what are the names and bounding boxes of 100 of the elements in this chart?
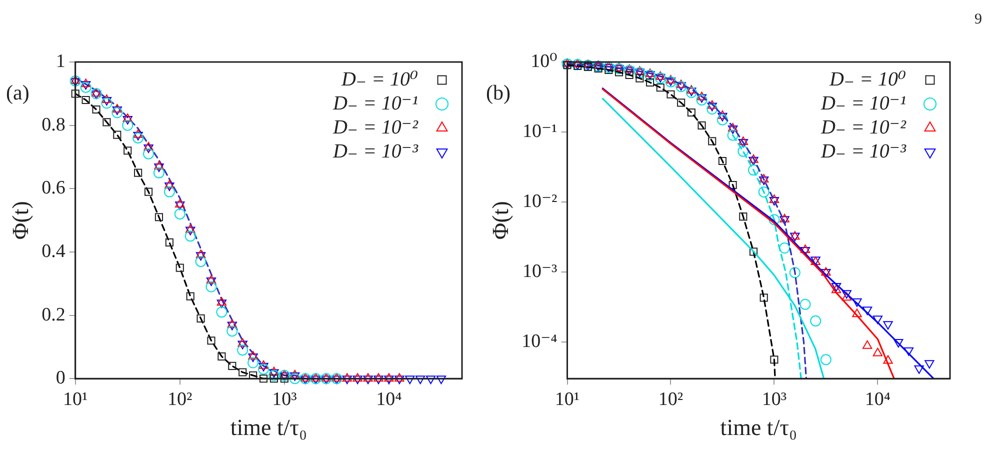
y-tick-label: 1 — [56, 50, 66, 72]
point — [924, 360, 934, 369]
point — [572, 58, 584, 70]
point — [175, 201, 185, 210]
point — [862, 306, 872, 316]
x-tick-label: 10⁴ — [864, 388, 891, 410]
point — [258, 364, 270, 375]
point — [91, 88, 102, 97]
point — [80, 82, 92, 93]
point — [310, 373, 322, 384]
point — [696, 94, 707, 103]
point — [820, 354, 832, 366]
point — [154, 160, 164, 170]
x-axis-title: time t/τ₀ — [720, 415, 797, 440]
legend-label: D₋ = 10⁰ — [340, 68, 418, 90]
point — [769, 196, 780, 206]
point — [102, 94, 112, 103]
point — [696, 92, 707, 100]
point — [604, 61, 614, 70]
point — [70, 75, 81, 86]
point — [582, 60, 594, 71]
point — [738, 138, 748, 148]
point — [707, 100, 717, 109]
point — [666, 74, 676, 84]
point — [562, 58, 573, 70]
point — [707, 102, 717, 112]
point — [144, 142, 154, 150]
text: 9 — [974, 11, 982, 28]
point — [122, 120, 134, 131]
point — [112, 107, 123, 118]
point — [196, 314, 205, 322]
point — [300, 373, 310, 382]
point — [686, 85, 696, 94]
y-tick-label: 10⁻² — [522, 190, 558, 212]
point — [134, 168, 142, 177]
point — [175, 198, 185, 208]
point — [614, 68, 624, 76]
point — [206, 281, 217, 292]
point — [259, 374, 268, 383]
point — [174, 208, 186, 220]
x-axis-title: time t/τ₀ — [230, 415, 308, 440]
point — [143, 148, 154, 160]
point — [332, 373, 342, 382]
point — [122, 113, 132, 122]
point — [270, 374, 278, 383]
point — [394, 373, 404, 382]
point — [780, 216, 790, 225]
point — [228, 362, 236, 370]
point — [405, 376, 415, 384]
y-axis-title: Φ(t) — [8, 201, 33, 240]
point — [748, 156, 758, 166]
point — [363, 373, 373, 382]
point — [768, 214, 780, 226]
point — [280, 374, 288, 383]
point — [374, 373, 384, 382]
legend-label: D₋ = 10⁰ — [828, 68, 906, 90]
y-tick-label: 10⁻¹ — [522, 120, 558, 142]
point — [614, 62, 624, 72]
point — [90, 88, 102, 100]
point — [186, 224, 196, 233]
point — [70, 75, 80, 84]
point — [184, 230, 196, 242]
point — [760, 294, 768, 302]
point — [124, 146, 132, 155]
point — [698, 121, 706, 130]
y-tick-label: 0.8 — [42, 114, 66, 136]
point — [426, 376, 436, 384]
point — [363, 376, 373, 384]
point — [718, 112, 728, 122]
point — [300, 373, 311, 384]
text: (a) — [6, 80, 30, 105]
point — [122, 116, 132, 124]
point — [132, 132, 144, 144]
point — [82, 96, 90, 104]
point — [216, 306, 228, 318]
point — [207, 336, 216, 345]
point — [716, 114, 728, 126]
point — [195, 256, 206, 267]
point — [164, 180, 174, 188]
y-tick-label: 0.2 — [42, 304, 66, 326]
y-tick-label: 10⁻⁴ — [522, 330, 558, 352]
point — [153, 167, 164, 178]
point — [196, 252, 206, 261]
point — [666, 90, 675, 98]
point — [384, 373, 394, 382]
point — [728, 126, 738, 134]
point — [133, 132, 143, 140]
point — [289, 373, 300, 384]
point — [384, 376, 394, 384]
point — [238, 368, 247, 376]
point — [914, 365, 924, 374]
point — [300, 376, 310, 384]
point — [625, 70, 634, 79]
point — [321, 373, 332, 382]
legend-label: D₋ = 10⁻² — [332, 116, 419, 138]
point — [646, 78, 654, 86]
point — [216, 300, 227, 308]
point — [237, 344, 248, 356]
point — [320, 373, 332, 384]
point — [708, 137, 716, 146]
